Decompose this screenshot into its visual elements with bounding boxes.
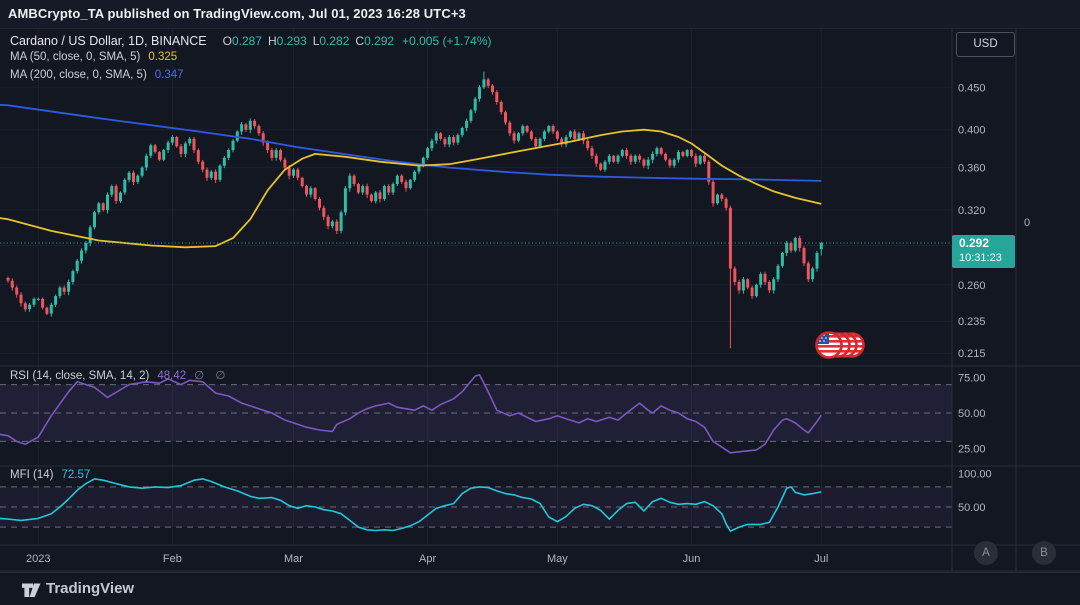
scale-a-button[interactable]: A bbox=[974, 541, 998, 565]
rsi-line bbox=[0, 373, 822, 454]
svg-text:2023: 2023 bbox=[26, 553, 50, 565]
svg-text:Apr: Apr bbox=[419, 553, 436, 565]
svg-text:75.00: 75.00 bbox=[958, 373, 986, 385]
low-value: 0.282 bbox=[319, 34, 350, 48]
current-price-label: 0.292 10:31:23 bbox=[952, 235, 1015, 268]
scale-b-button[interactable]: B bbox=[1032, 541, 1056, 565]
svg-text:0.360: 0.360 bbox=[958, 163, 986, 175]
svg-text:May: May bbox=[547, 553, 568, 565]
svg-text:50.00: 50.00 bbox=[958, 408, 986, 420]
rsi-value: 48.42 bbox=[157, 370, 187, 382]
ma200-label: MA (200, close, 0, SMA, 5) bbox=[10, 69, 147, 81]
footer-bar: TradingView bbox=[0, 572, 1080, 605]
svg-text:0: 0 bbox=[1024, 217, 1030, 229]
axis-labels[interactable]: 0.450 0.400 0.360 0.320 0.260 0.235 0.215 75.00… bbox=[26, 82, 1030, 565]
svg-text:0.320: 0.320 bbox=[958, 205, 986, 217]
mfi-label: MFI (14) bbox=[10, 469, 54, 481]
svg-text:25.00: 25.00 bbox=[958, 444, 986, 456]
svg-text:0.235: 0.235 bbox=[958, 316, 986, 328]
close-label: C bbox=[355, 34, 365, 48]
tradingview-logo-icon[interactable] bbox=[21, 580, 41, 600]
candlestick-series bbox=[6, 71, 823, 349]
svg-text:100.00: 100.00 bbox=[958, 469, 992, 481]
rsi-label: RSI (14, close, SMA, 14, 2) bbox=[10, 370, 150, 382]
open-value: 0.287 bbox=[231, 34, 262, 48]
ma50-line bbox=[0, 128, 822, 249]
open-label: O bbox=[222, 34, 232, 48]
rsi-legend-row: RSI (14, close, SMA, 14, 2) 48.42 ∅ ∅ bbox=[10, 368, 229, 382]
mfi-value: 72.57 bbox=[61, 469, 91, 481]
svg-text:Jul: Jul bbox=[814, 553, 828, 565]
publish-text: AMBCrypto_TA published on TradingView.co… bbox=[8, 6, 466, 21]
svg-text:0.450: 0.450 bbox=[958, 82, 986, 94]
rsi-hidden-values: ∅ ∅ bbox=[194, 370, 230, 382]
svg-text:Mar: Mar bbox=[284, 553, 303, 565]
tradingview-brand-text[interactable]: TradingView bbox=[46, 580, 135, 597]
publish-header: AMBCrypto_TA published on TradingView.co… bbox=[0, 0, 1080, 29]
change-value: +0.005 (+1.74%) bbox=[402, 34, 492, 48]
ma200-line bbox=[0, 104, 822, 182]
svg-text:Feb: Feb bbox=[163, 553, 182, 565]
symbol-legend-row: Cardano / US Dollar, 1D, BINANCE O0.287 H0… bbox=[10, 34, 492, 48]
svg-text:0.400: 0.400 bbox=[958, 125, 986, 137]
high-label: H bbox=[267, 34, 277, 48]
svg-text:0.215: 0.215 bbox=[958, 348, 986, 360]
mfi-legend-row: MFI (14) 72.57 bbox=[10, 469, 90, 481]
ma50-label: MA (50, close, 0, SMA, 5) bbox=[10, 51, 141, 63]
bar-countdown: 10:31:23 bbox=[959, 252, 1002, 264]
current-price-value: 0.292 bbox=[959, 236, 990, 250]
svg-text:Jun: Jun bbox=[683, 553, 701, 565]
symbol-title: Cardano / US Dollar, 1D, BINANCE bbox=[10, 34, 207, 48]
ma200-legend-row: MA (200, close, 0, SMA, 5) 0.347 bbox=[10, 69, 184, 81]
mfi-line bbox=[0, 478, 822, 532]
indicator-bands bbox=[0, 384, 952, 528]
pane-separators[interactable] bbox=[0, 28, 1080, 572]
currency-toggle-button[interactable]: USD bbox=[956, 32, 1015, 57]
close-value: 0.292 bbox=[364, 34, 395, 48]
ma50-legend-row: MA (50, close, 0, SMA, 5) 0.325 bbox=[10, 51, 177, 63]
us-flag-sticker-icon[interactable] bbox=[814, 328, 866, 362]
high-value: 0.293 bbox=[276, 34, 307, 48]
svg-text:50.00: 50.00 bbox=[958, 502, 986, 514]
ma50-value: 0.325 bbox=[148, 51, 178, 63]
svg-text:0.260: 0.260 bbox=[958, 280, 986, 292]
low-label: L bbox=[312, 34, 320, 48]
ma200-value: 0.347 bbox=[154, 69, 184, 81]
